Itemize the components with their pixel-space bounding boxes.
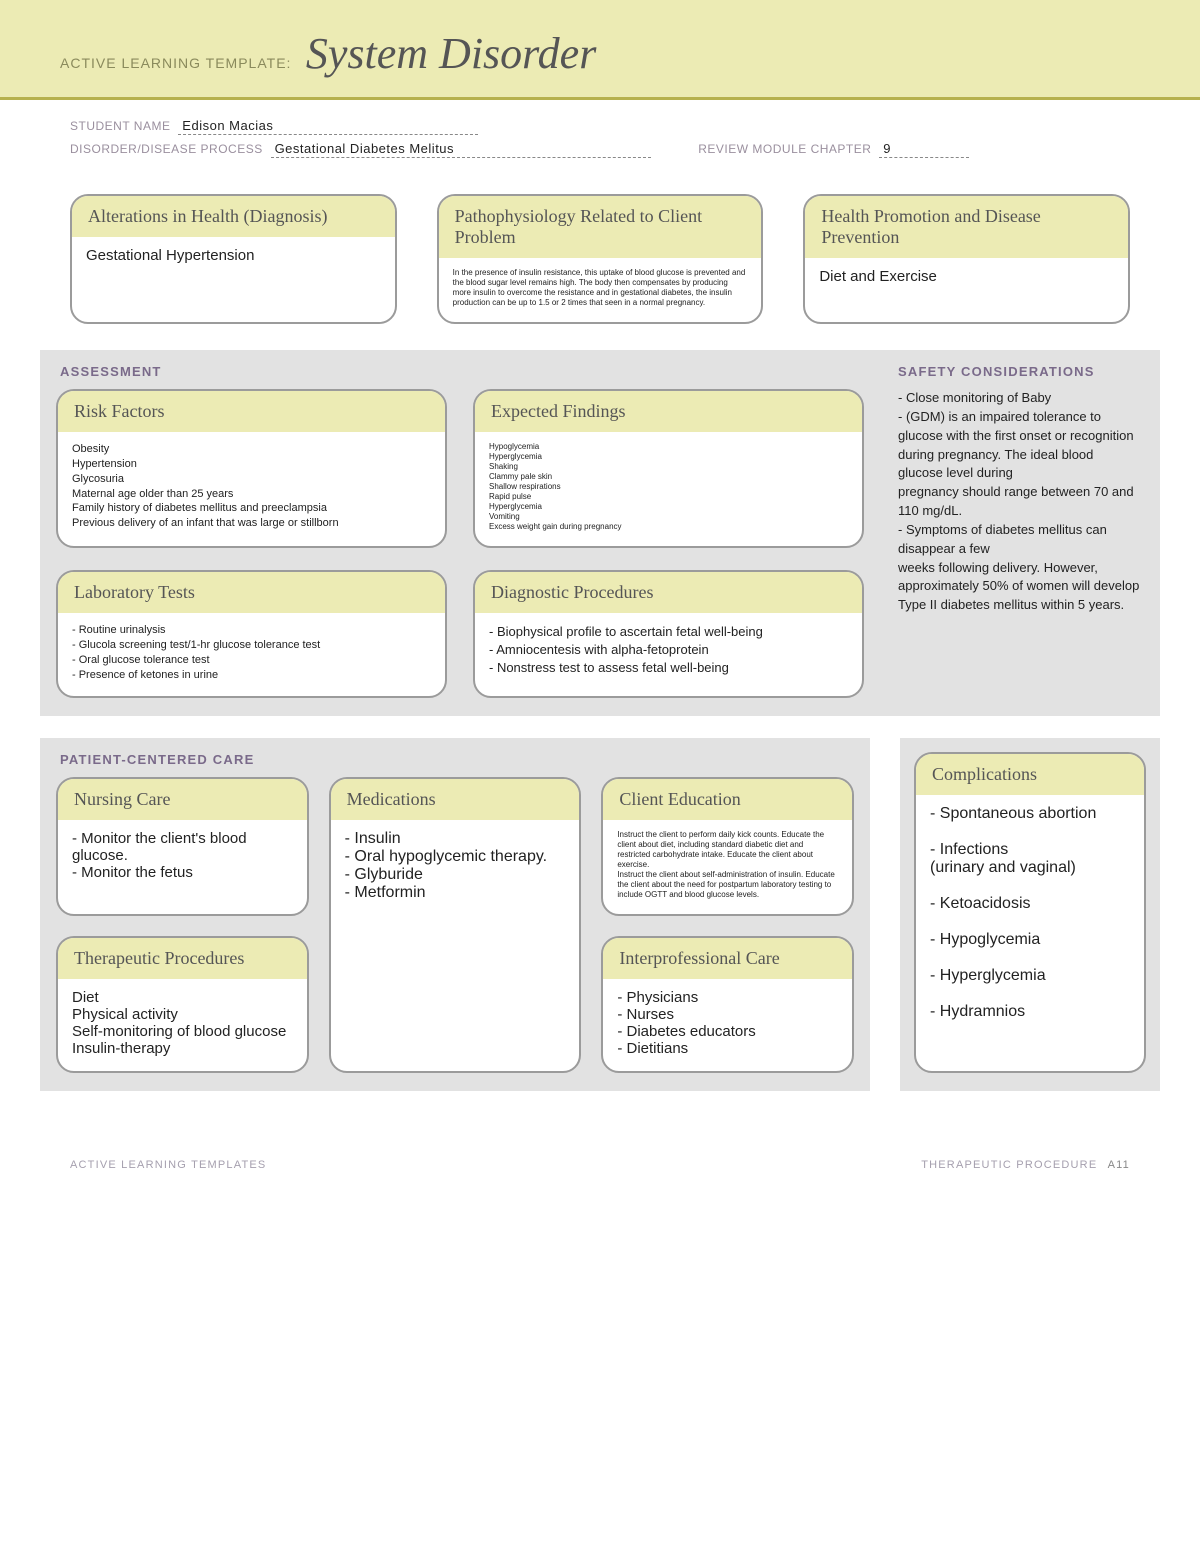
card-laboratory-tests: Laboratory Tests - Routine urinalysis - … — [56, 570, 447, 698]
card-complications: Complications - Spontaneous abortion - I… — [914, 752, 1146, 1073]
card-therapeutic-procedures-title: Therapeutic Procedures — [58, 938, 307, 979]
card-alterations-title: Alterations in Health (Diagnosis) — [72, 196, 395, 237]
footer-right: THERAPEUTIC PROCEDURE A11 — [921, 1159, 1130, 1171]
card-client-education-body: Instruct the client to perform daily kic… — [603, 820, 852, 914]
card-pathophysiology-title: Pathophysiology Related to Client Proble… — [439, 196, 762, 258]
card-safety-considerations: - Close monitoring of Baby - (GDM) is an… — [894, 389, 1144, 615]
card-pathophysiology: Pathophysiology Related to Client Proble… — [437, 194, 764, 324]
footer-right-label: THERAPEUTIC PROCEDURE — [921, 1159, 1097, 1171]
card-complications-title: Complications — [916, 754, 1144, 795]
banner: ACTIVE LEARNING TEMPLATE: System Disorde… — [0, 0, 1200, 100]
card-complications-body: - Spontaneous abortion - Infections (uri… — [916, 795, 1144, 1035]
safety-heading: SAFETY CONSIDERATIONS — [894, 364, 1144, 389]
card-interprofessional-care-body: - Physicians - Nurses - Diabetes educato… — [603, 979, 852, 1071]
card-risk-factors-title: Risk Factors — [58, 391, 445, 432]
top-cards-row: Alterations in Health (Diagnosis) Gestat… — [0, 194, 1200, 350]
card-risk-factors-body: Obesity Hypertension Glycosuria Maternal… — [58, 432, 445, 545]
assessment-heading: ASSESSMENT — [56, 364, 864, 389]
card-diagnostic-procedures: Diagnostic Procedures - Biophysical prof… — [473, 570, 864, 698]
card-client-education: Client Education Instruct the client to … — [601, 777, 854, 916]
card-laboratory-tests-title: Laboratory Tests — [58, 572, 445, 613]
card-diagnostic-procedures-title: Diagnostic Procedures — [475, 572, 862, 613]
card-expected-findings-title: Expected Findings — [475, 391, 862, 432]
card-risk-factors: Risk Factors Obesity Hypertension Glycos… — [56, 389, 447, 548]
card-alterations: Alterations in Health (Diagnosis) Gestat… — [70, 194, 397, 324]
complications-column: Complications - Spontaneous abortion - I… — [900, 738, 1160, 1091]
card-health-promotion-title: Health Promotion and Disease Prevention — [805, 196, 1128, 258]
card-pathophysiology-body: In the presence of insulin resistance, t… — [439, 258, 762, 322]
footer: ACTIVE LEARNING TEMPLATES THERAPEUTIC PR… — [0, 1113, 1200, 1181]
student-name-value: Edison Macias — [178, 118, 478, 135]
section-pcc: PATIENT-CENTERED CARE Nursing Care - Mon… — [40, 738, 870, 1091]
card-nursing-care-body: - Monitor the client's blood glucose. - … — [58, 820, 307, 895]
banner-label: ACTIVE LEARNING TEMPLATE: — [60, 55, 291, 71]
card-therapeutic-procedures-body: Diet Physical activity Self-monitoring o… — [58, 979, 307, 1071]
card-medications: Medications - Insulin - Oral hypoglycemi… — [329, 777, 582, 1073]
card-expected-findings-body: Hypoglycemia Hyperglycemia Shaking Clamm… — [475, 432, 862, 546]
card-nursing-care-title: Nursing Care — [58, 779, 307, 820]
pcc-row: PATIENT-CENTERED CARE Nursing Care - Mon… — [40, 738, 1160, 1091]
card-nursing-care: Nursing Care - Monitor the client's bloo… — [56, 777, 309, 916]
disorder-label: DISORDER/DISEASE PROCESS — [70, 142, 263, 156]
card-health-promotion-body: Diet and Exercise — [805, 258, 1128, 299]
page: ACTIVE LEARNING TEMPLATE: System Disorde… — [0, 0, 1200, 1241]
card-laboratory-tests-body: - Routine urinalysis - Glucola screening… — [58, 613, 445, 696]
banner-title: System Disorder — [306, 28, 596, 79]
footer-page-number: A11 — [1108, 1159, 1130, 1171]
pcc-heading: PATIENT-CENTERED CARE — [56, 752, 854, 777]
chapter-label: REVIEW MODULE CHAPTER — [698, 142, 871, 156]
card-health-promotion: Health Promotion and Disease Prevention … — [803, 194, 1130, 324]
card-interprofessional-care: Interprofessional Care - Physicians - Nu… — [601, 936, 854, 1073]
card-interprofessional-care-title: Interprofessional Care — [603, 938, 852, 979]
card-alterations-body: Gestational Hypertension — [72, 237, 395, 278]
student-name-label: STUDENT NAME — [70, 119, 170, 133]
card-client-education-title: Client Education — [603, 779, 852, 820]
footer-left: ACTIVE LEARNING TEMPLATES — [70, 1159, 266, 1171]
meta-block: STUDENT NAME Edison Macias DISORDER/DISE… — [0, 100, 1200, 194]
card-therapeutic-procedures: Therapeutic Procedures Diet Physical act… — [56, 936, 309, 1073]
card-medications-title: Medications — [331, 779, 580, 820]
card-expected-findings: Expected Findings Hypoglycemia Hyperglyc… — [473, 389, 864, 548]
chapter-value: 9 — [879, 141, 969, 158]
card-medications-body: - Insulin - Oral hypoglycemic therapy. -… — [331, 820, 580, 916]
card-safety-considerations-body: - Close monitoring of Baby - (GDM) is an… — [894, 389, 1144, 615]
disorder-value: Gestational Diabetes Melitus — [271, 141, 651, 158]
card-diagnostic-procedures-body: - Biophysical profile to ascertain fetal… — [475, 613, 862, 692]
section-assessment: ASSESSMENT Risk Factors Obesity Hyperten… — [40, 350, 1160, 716]
